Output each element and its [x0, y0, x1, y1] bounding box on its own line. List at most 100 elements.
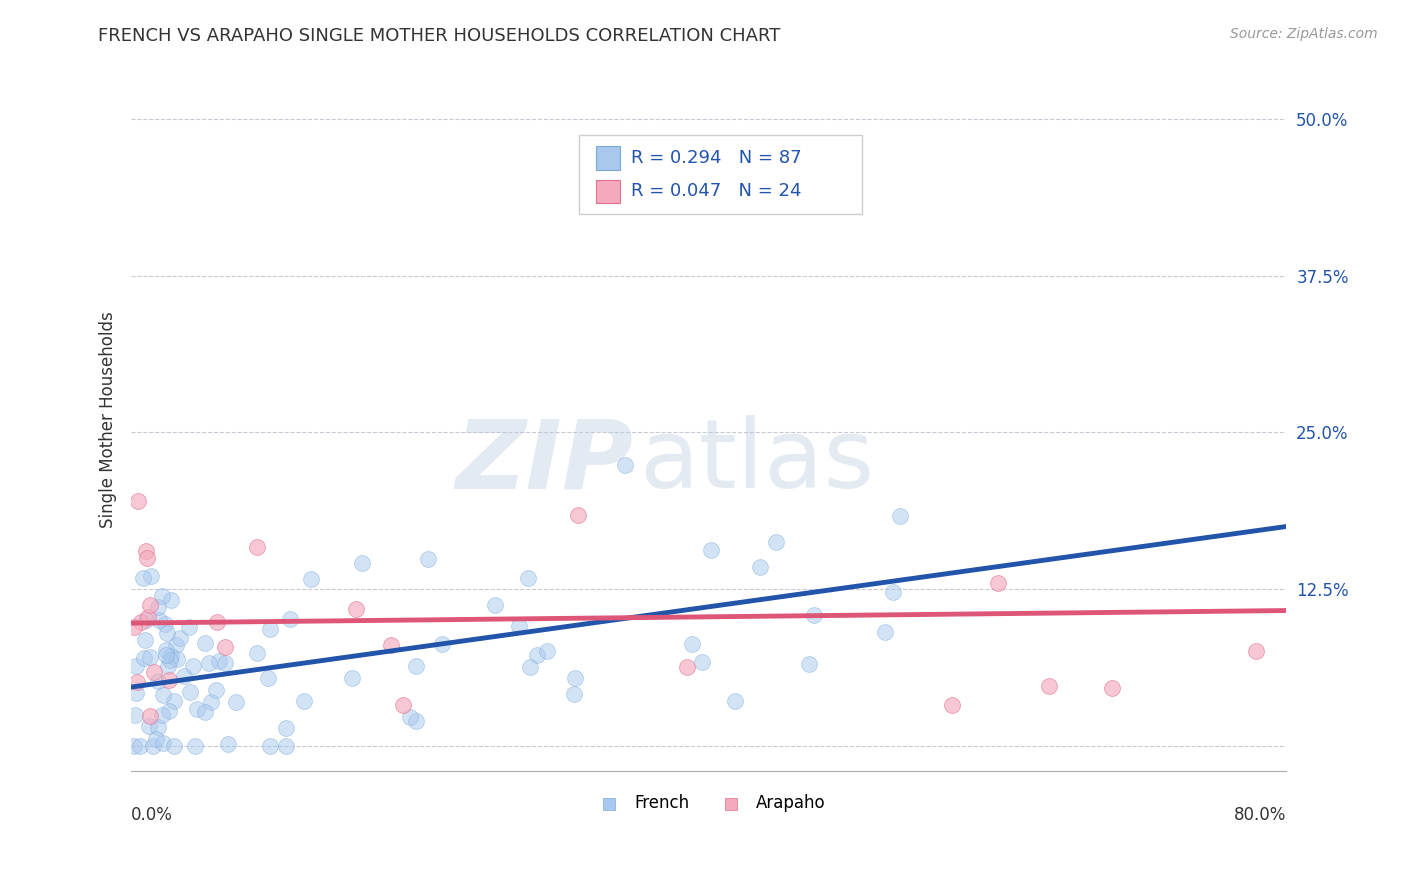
Point	[132, 571, 155, 585]
Point	[163, 694, 186, 708]
Point	[142, 739, 165, 753]
Point	[179, 620, 201, 634]
Point	[129, 615, 152, 630]
Point	[153, 616, 176, 631]
Point	[803, 607, 825, 622]
Point	[614, 458, 637, 472]
Point	[259, 739, 281, 753]
Point	[146, 720, 169, 734]
Point	[135, 544, 157, 558]
Point	[127, 674, 149, 689]
Point	[517, 571, 540, 585]
Point	[1244, 643, 1267, 657]
Point	[138, 709, 160, 723]
Point	[508, 618, 530, 632]
Point	[157, 704, 180, 718]
Point	[156, 659, 179, 673]
Point	[160, 593, 183, 607]
Text: R = 0.294   N = 87: R = 0.294 N = 87	[631, 149, 801, 167]
Point	[186, 702, 208, 716]
Text: FRENCH VS ARAPAHO SINGLE MOTHER HOUSEHOLDS CORRELATION CHART: FRENCH VS ARAPAHO SINGLE MOTHER HOUSEHOL…	[98, 27, 780, 45]
Text: 0.0%: 0.0%	[131, 806, 173, 824]
Point	[152, 688, 174, 702]
Point	[134, 633, 156, 648]
Point	[882, 585, 904, 599]
Point	[160, 648, 183, 663]
Point	[1101, 681, 1123, 695]
Point	[127, 494, 149, 508]
Point	[134, 651, 156, 665]
Point	[198, 656, 221, 670]
Point	[135, 613, 157, 627]
Text: ZIP: ZIP	[456, 416, 634, 508]
Point	[150, 590, 173, 604]
Point	[567, 508, 589, 523]
Point	[519, 660, 541, 674]
Point	[184, 739, 207, 753]
Point	[146, 599, 169, 614]
Point	[257, 671, 280, 685]
Point	[681, 637, 703, 651]
Point	[430, 637, 453, 651]
Point	[163, 739, 186, 753]
Point	[526, 648, 548, 663]
Point	[125, 659, 148, 673]
Point	[294, 694, 316, 708]
Point	[399, 709, 422, 723]
Point	[217, 737, 239, 751]
Point	[208, 654, 231, 668]
Point	[139, 650, 162, 665]
Point	[700, 543, 723, 558]
Point	[124, 708, 146, 723]
Point	[941, 698, 963, 712]
Point	[157, 673, 180, 687]
Point	[246, 646, 269, 660]
Point	[156, 626, 179, 640]
Point	[166, 652, 188, 666]
Point	[562, 687, 585, 701]
Point	[146, 674, 169, 689]
Y-axis label: Single Mother Households: Single Mother Households	[100, 311, 117, 528]
Point	[181, 659, 204, 673]
Point	[152, 736, 174, 750]
Point	[405, 658, 427, 673]
Point	[564, 671, 586, 685]
Point	[169, 631, 191, 645]
Point	[484, 598, 506, 612]
Point	[155, 648, 177, 662]
Point	[142, 665, 165, 680]
Point	[274, 739, 297, 753]
Point	[1038, 679, 1060, 693]
Point	[797, 657, 820, 672]
Point	[405, 714, 427, 728]
Point	[145, 731, 167, 746]
Legend: French, Arapaho: French, Arapaho	[586, 788, 832, 819]
Point	[225, 695, 247, 709]
Point	[194, 635, 217, 649]
Point	[676, 660, 699, 674]
Point	[690, 655, 713, 669]
Point	[987, 576, 1010, 591]
Point	[194, 705, 217, 719]
Point	[765, 535, 787, 549]
Point	[340, 671, 363, 685]
Text: R = 0.047   N = 24: R = 0.047 N = 24	[631, 182, 801, 201]
Point	[391, 698, 413, 713]
Point	[204, 683, 226, 698]
Text: atlas: atlas	[640, 416, 875, 508]
Point	[139, 569, 162, 583]
Point	[724, 693, 747, 707]
Text: 80.0%: 80.0%	[1234, 806, 1286, 824]
Point	[214, 656, 236, 670]
Point	[207, 615, 229, 630]
Point	[136, 609, 159, 624]
Point	[214, 640, 236, 654]
Point	[124, 686, 146, 700]
Point	[165, 638, 187, 652]
Point	[246, 540, 269, 554]
Point	[148, 614, 170, 628]
Point	[748, 560, 770, 574]
Point	[179, 685, 201, 699]
Point	[122, 739, 145, 753]
Point	[344, 602, 367, 616]
